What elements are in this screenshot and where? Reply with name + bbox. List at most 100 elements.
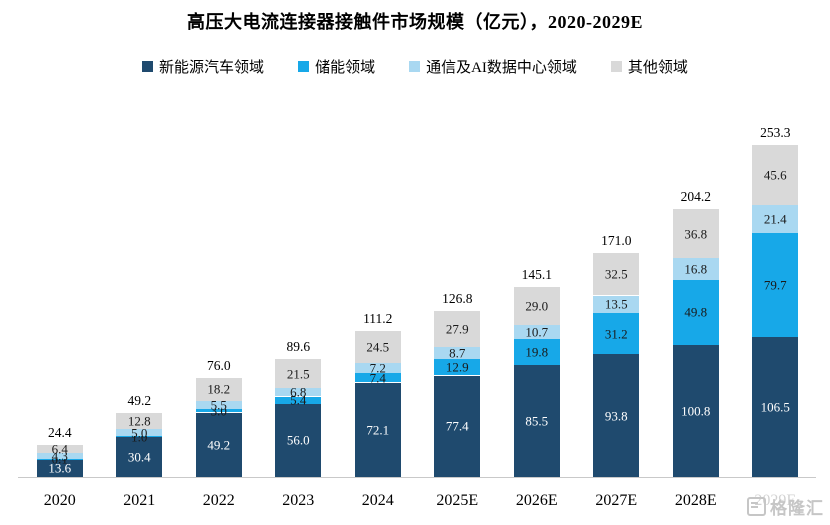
- bar-segment-storage: [195, 408, 242, 413]
- x-axis-label: 2023: [282, 492, 315, 509]
- bar-segment-nev: [36, 459, 83, 477]
- segment-value-label: 49.8: [684, 304, 708, 320]
- bar-segment-storage: [752, 232, 799, 338]
- watermark-text: 格隆汇: [770, 499, 824, 518]
- bar-segment-nev: [195, 412, 242, 477]
- segment-value-label: 72.1: [366, 422, 390, 438]
- bar-segment-storage: [434, 358, 481, 376]
- segment-value-label: 8.7: [449, 345, 466, 361]
- segment-value-label: 16.8: [684, 261, 708, 277]
- segment-value-label: 45.6: [763, 167, 787, 183]
- bar-segment-other: [354, 331, 401, 364]
- legend-item-nev: 新能源汽车领域: [142, 56, 264, 77]
- total-value-label: 89.6: [286, 339, 311, 355]
- bar-segment-storage: [354, 372, 401, 383]
- total-value-label: 126.8: [442, 290, 473, 306]
- bar-segment-comm-ai: [752, 204, 799, 233]
- x-axis-label: 2022: [202, 492, 235, 509]
- segment-value-label: 93.8: [604, 408, 628, 423]
- x-axis-label: 2027E: [595, 492, 638, 509]
- x-axis-label: 2020: [43, 492, 76, 509]
- x-axis-label: 2021: [123, 492, 156, 509]
- segment-value-label: 5.0: [131, 425, 148, 441]
- total-value-label: 111.2: [363, 311, 393, 327]
- bar-segment-other: [513, 286, 560, 325]
- segment-value-label: 24.5: [366, 339, 390, 355]
- segment-value-label: 21.5: [286, 366, 310, 381]
- bar-segment-other: [36, 445, 83, 454]
- segment-value-label: 10.7: [525, 324, 549, 340]
- segment-value-label: 12.9: [445, 359, 469, 375]
- segment-value-label: 12.8: [127, 413, 151, 429]
- x-axis-label: 2026E: [515, 492, 558, 509]
- segment-value-label: 27.9: [445, 321, 469, 337]
- segment-value-label: 29.0: [525, 298, 549, 314]
- segment-value-label: 85.5: [525, 413, 549, 429]
- bar-segment-comm-ai: [116, 429, 163, 436]
- total-value-label: 204.2: [680, 189, 711, 205]
- segment-value-label: 7.4: [369, 370, 386, 386]
- bar-segment-other: [752, 145, 799, 205]
- bar-segment-other: [195, 377, 242, 402]
- legend-swatch-storage-icon: [298, 61, 310, 72]
- legend-item-comm-ai: 通信及AI数据中心领域: [409, 56, 577, 77]
- bar-segment-comm-ai: [36, 453, 83, 459]
- segment-value-label: 79.7: [763, 277, 787, 293]
- x-axis-label: 2028E: [674, 492, 717, 509]
- bar-segment-nev: [354, 382, 401, 477]
- legend-label-nev: 新能源汽车领域: [159, 60, 265, 76]
- bar-segment-other: [672, 209, 719, 258]
- bar-segment-nev: [513, 364, 560, 477]
- bar-segment-nev: [116, 437, 163, 477]
- bar-segment-storage: [513, 339, 560, 365]
- bar-segment-comm-ai: [593, 295, 640, 314]
- segment-value-label: 5.5: [210, 397, 227, 413]
- segment-value-label: 36.8: [684, 226, 708, 241]
- watermark-logo-icon: [747, 497, 766, 516]
- segment-value-label: 32.5: [604, 266, 628, 282]
- watermark-gelonghui: 格隆汇: [741, 492, 830, 522]
- segment-value-label: 13.6: [48, 460, 72, 476]
- bar-segment-comm-ai: [275, 387, 322, 397]
- bar-segment-comm-ai: [354, 363, 401, 373]
- legend: 新能源汽车领域 储能领域 通信及AI数据中心领域 其他领域: [0, 56, 830, 77]
- segment-value-label: 13.5: [604, 296, 628, 312]
- segment-value-label: 6.8: [290, 384, 307, 400]
- total-value-label: 76.0: [206, 357, 231, 373]
- segment-value-label: 106.5: [760, 399, 790, 415]
- x-axis-line: [18, 477, 816, 478]
- segment-value-label: 6.4: [51, 441, 68, 457]
- segment-value-label: 77.4: [445, 418, 469, 434]
- segment-value-label: 100.8: [681, 403, 711, 419]
- legend-swatch-nev-icon: [142, 61, 154, 72]
- segment-value-label: 19.8: [525, 344, 549, 360]
- segment-value-label: 21.4: [763, 211, 787, 227]
- total-value-label: 49.2: [127, 392, 152, 408]
- total-value-label: 24.4: [47, 425, 72, 440]
- segment-value-label: 18.2: [207, 381, 231, 397]
- segment-value-label: 30.4: [127, 449, 151, 465]
- bar-segment-nev: [434, 375, 481, 477]
- chart-title: 高压大电流连接器接触件市场规模（亿元），2020-2029E: [187, 12, 643, 32]
- bar-segment-nev: [593, 354, 640, 477]
- bar-segment-other: [275, 359, 322, 388]
- bar-segment-storage: [593, 313, 640, 355]
- segment-value-label: 49.2: [207, 437, 231, 453]
- bar-segment-storage: [275, 396, 322, 404]
- segment-value-label: 56.0: [286, 432, 310, 448]
- total-value-label: 145.1: [521, 266, 552, 282]
- bar-segment-storage: [116, 435, 163, 438]
- bar-segment-nev: [752, 337, 799, 477]
- total-value-label: 171.0: [601, 232, 632, 248]
- legend-swatch-comm-ai-icon: [409, 61, 421, 72]
- segment-value-label: 7.2: [369, 360, 386, 376]
- bar-segment-nev: [275, 403, 322, 477]
- bar-segment-other: [434, 310, 481, 348]
- bar-segment-other: [593, 252, 640, 296]
- total-value-label: 253.3: [760, 125, 791, 141]
- legend-item-other: 其他领域: [610, 56, 688, 77]
- bar-segment-comm-ai: [434, 347, 481, 359]
- legend-swatch-other-icon: [610, 61, 622, 72]
